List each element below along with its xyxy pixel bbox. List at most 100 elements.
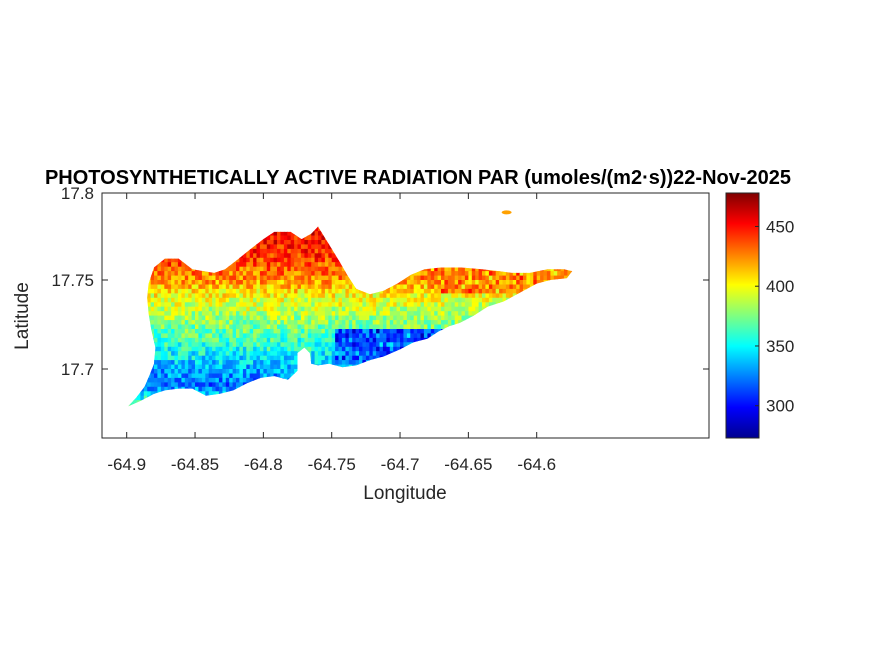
heatmap-cell xyxy=(571,213,575,218)
heatmap-cell xyxy=(212,315,217,321)
heatmap-cell xyxy=(424,209,428,214)
heatmap-cell xyxy=(546,293,551,299)
heatmap-cell xyxy=(177,226,182,228)
heatmap-cell xyxy=(263,275,268,281)
heatmap-cell xyxy=(492,209,496,214)
heatmap-cell xyxy=(324,293,329,299)
heatmap-cell xyxy=(468,235,473,241)
heatmap-cell xyxy=(205,231,210,237)
heatmap-cell xyxy=(290,302,295,308)
heatmap-cell xyxy=(218,346,223,352)
heatmap-cell xyxy=(478,266,483,272)
heatmap-cell xyxy=(263,320,268,326)
heatmap-cell xyxy=(150,351,155,357)
heatmap-cell xyxy=(550,248,555,254)
heatmap-cell xyxy=(270,302,275,308)
heatmap-cell xyxy=(297,244,302,250)
heatmap-cell xyxy=(410,271,415,277)
heatmap-cell xyxy=(406,337,411,343)
heatmap-cell xyxy=(242,351,247,357)
heatmap-cell xyxy=(533,324,538,330)
heatmap-cell xyxy=(536,333,541,339)
heatmap-cell xyxy=(157,329,162,334)
heatmap-cell xyxy=(171,209,175,214)
heatmap-cell xyxy=(218,311,223,317)
heatmap-cell xyxy=(174,280,179,285)
heatmap-cell xyxy=(140,346,145,352)
heatmap-cell xyxy=(526,248,531,254)
heatmap-cell xyxy=(553,244,558,250)
heatmap-cell xyxy=(348,275,353,281)
heatmap-cell xyxy=(410,226,415,228)
heatmap-cell xyxy=(492,364,497,370)
heatmap-cell xyxy=(311,244,316,250)
heatmap-cell xyxy=(348,311,353,317)
heatmap-cell xyxy=(300,333,305,339)
heatmap-cell xyxy=(225,257,230,263)
heatmap-cell xyxy=(403,244,408,250)
heatmap-cell xyxy=(578,333,582,338)
heatmap-cell xyxy=(550,288,555,294)
heatmap-cell xyxy=(427,218,431,223)
heatmap-cell xyxy=(441,351,445,357)
heatmap-cell xyxy=(283,329,288,334)
heatmap-cell xyxy=(198,337,203,343)
heatmap-cell xyxy=(128,342,131,348)
heatmap-cell xyxy=(328,209,332,214)
heatmap-cell xyxy=(382,302,387,308)
heatmap-cell xyxy=(338,231,343,237)
heatmap-cell xyxy=(174,240,179,245)
heatmap-cell xyxy=(301,209,305,214)
heatmap-cell xyxy=(191,240,196,245)
heatmap-cell xyxy=(492,266,497,272)
heatmap-cell xyxy=(127,209,131,214)
heatmap-cell xyxy=(417,346,422,352)
heatmap-cell xyxy=(400,204,404,209)
heatmap-cell xyxy=(423,262,428,268)
heatmap-cell xyxy=(212,324,217,330)
heatmap-cell xyxy=(505,306,510,312)
heatmap-cell xyxy=(362,329,367,334)
heatmap-cell xyxy=(468,288,473,294)
heatmap-cell xyxy=(212,337,217,343)
heatmap-cell xyxy=(195,306,199,312)
heatmap-cell xyxy=(229,346,234,352)
heatmap-cell xyxy=(540,324,545,330)
heatmap-cell xyxy=(195,257,199,263)
heatmap-cell xyxy=(482,280,486,285)
heatmap-cell xyxy=(314,333,319,339)
heatmap-cell xyxy=(266,275,271,281)
heatmap-cell xyxy=(253,209,257,214)
heatmap-cell xyxy=(372,302,377,308)
heatmap-cell xyxy=(154,351,158,357)
heatmap-cell xyxy=(222,266,227,272)
heatmap-cell xyxy=(362,235,367,241)
heatmap-cell xyxy=(543,315,548,321)
heatmap-cell xyxy=(434,257,439,263)
heatmap-cell xyxy=(287,271,292,277)
heatmap-cell xyxy=(526,306,531,312)
heatmap-cell xyxy=(379,351,384,357)
heatmap-cell xyxy=(464,257,469,263)
heatmap-cell xyxy=(260,218,264,223)
heatmap-cell xyxy=(164,275,169,281)
heatmap-cell xyxy=(188,204,192,209)
heatmap-cell xyxy=(263,315,268,321)
heatmap-cell xyxy=(242,364,247,370)
heatmap-cell xyxy=(321,257,326,263)
heatmap-cell xyxy=(195,351,199,357)
heatmap-cell xyxy=(304,355,309,361)
heatmap-cell xyxy=(143,244,148,250)
heatmap-cell xyxy=(560,240,565,245)
heatmap-cell xyxy=(386,209,390,214)
heatmap-cell xyxy=(160,231,165,237)
heatmap-cell xyxy=(259,302,264,308)
heatmap-cell xyxy=(205,266,210,272)
heatmap-cell xyxy=(311,266,316,272)
heatmap-cell xyxy=(259,364,264,370)
heatmap-cell xyxy=(495,333,500,339)
heatmap-cell xyxy=(184,231,189,237)
heatmap-cell xyxy=(574,285,578,290)
heatmap-cell xyxy=(290,244,295,250)
heatmap-cell xyxy=(277,306,281,312)
